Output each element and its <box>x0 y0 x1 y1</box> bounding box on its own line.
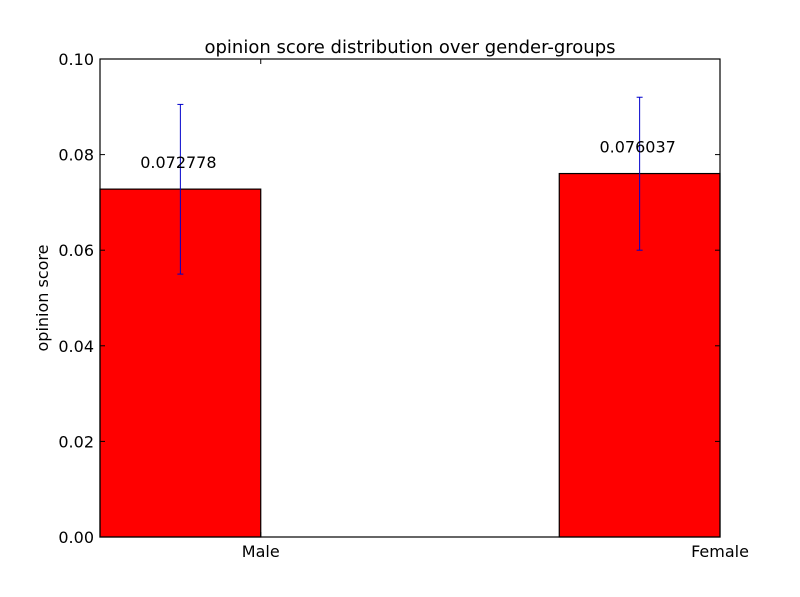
y-tick-label: 0.10 <box>58 50 94 69</box>
value-label-male: 0.072778 <box>140 153 216 172</box>
y-tick-label: 0.02 <box>58 432 94 451</box>
chart-title: opinion score distribution over gender-g… <box>204 37 615 58</box>
plot-area: 0.072778 Male 0.076037 Female 0.00 0.02 0.04 0.… <box>58 50 749 561</box>
y-tick-label: 0.00 <box>58 528 94 547</box>
x-tick-label-female: Female <box>691 542 749 561</box>
axes-frame <box>99 58 721 538</box>
y-tick-label: 0.04 <box>58 337 94 356</box>
bar-female <box>558 172 721 538</box>
value-label-female: 0.076037 <box>599 138 675 157</box>
y-tick-label: 0.08 <box>58 146 94 165</box>
x-tick-label-male: Male <box>242 542 280 561</box>
y-axis-label: opinion score <box>33 245 52 352</box>
y-tick-label: 0.06 <box>58 241 94 260</box>
